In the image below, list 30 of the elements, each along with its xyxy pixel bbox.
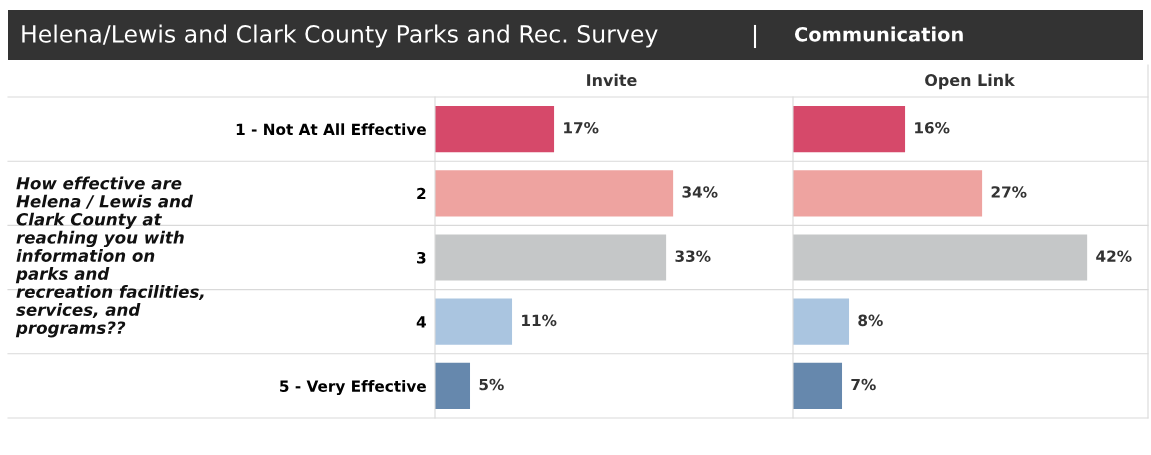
y-tick-label: 1 - Not At All Effective — [236, 123, 426, 136]
data-label: 17% — [564, 121, 599, 134]
y-tick-label: 5 - Very Effective — [280, 380, 426, 395]
data-label: 11% — [522, 314, 557, 327]
bar — [435, 362, 471, 410]
bar — [435, 170, 674, 217]
data-label: 42% — [1096, 250, 1132, 262]
bar — [435, 234, 667, 281]
text: How effective are Helena / Lewis and Clark County at reaching you with information on parks and recreation facilities, services, and programs?? — [15, 176, 204, 338]
data-label: 5% — [479, 378, 504, 391]
bar — [793, 362, 843, 410]
bar — [435, 105, 555, 153]
bar — [793, 234, 1088, 281]
y-tick-label: 2 — [417, 187, 426, 200]
bar — [435, 298, 513, 345]
y-tick-label: 3 — [417, 251, 426, 264]
data-label: 34% — [682, 186, 718, 198]
data-label: 16% — [915, 121, 950, 134]
bar — [793, 105, 906, 153]
data-label: 8% — [858, 314, 883, 327]
data-label: 33% — [675, 250, 711, 262]
chart-title: Helena/Lewis and Clark County Parks and Rec. Survey — [22, 24, 658, 48]
data-label: 7% — [851, 378, 876, 391]
data-label: 27% — [991, 186, 1027, 198]
y-tick-label: 4 — [416, 316, 426, 328]
x-axis-title: Invite — [587, 73, 637, 87]
chart-title: Communication — [794, 26, 963, 42]
bar — [793, 298, 850, 345]
x-axis-title: Open Link — [925, 73, 1016, 90]
bar — [793, 170, 983, 217]
